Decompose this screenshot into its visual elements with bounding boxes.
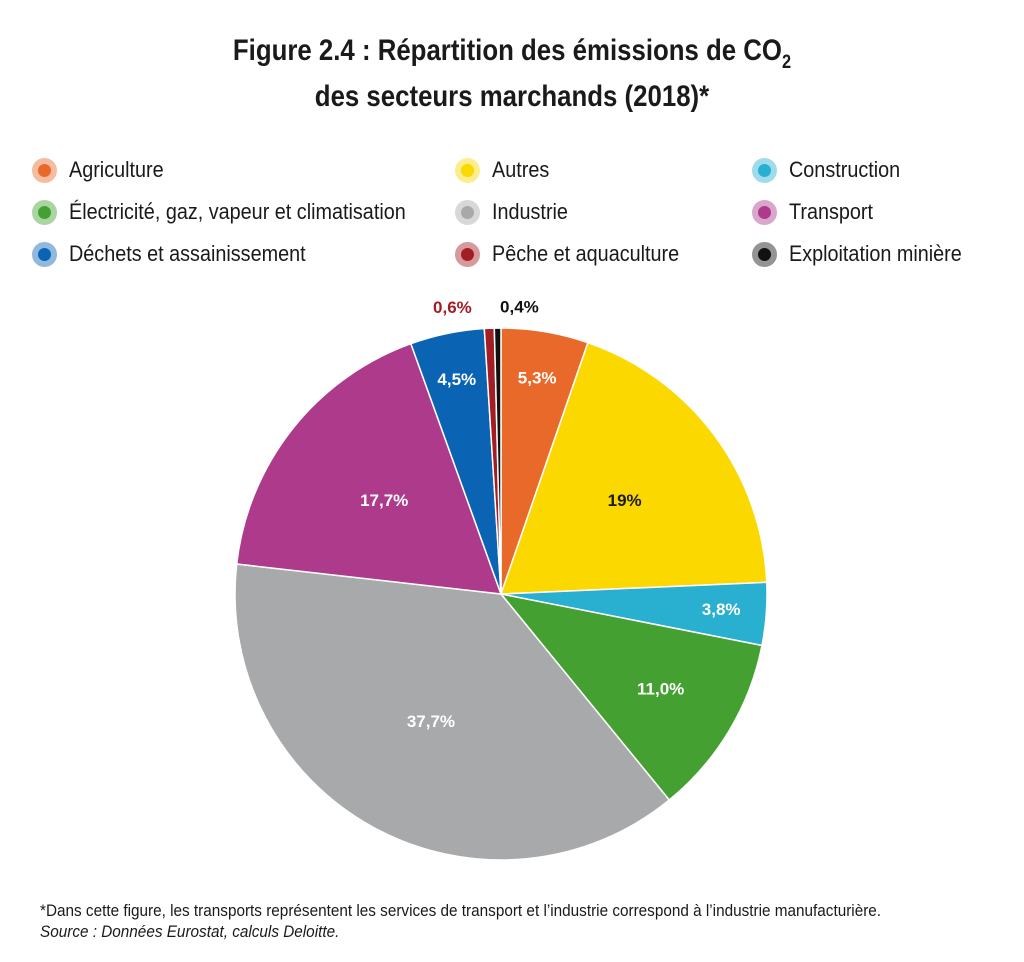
- pie-slice-3: [499, 592, 763, 802]
- pie-slice-4: [234, 563, 671, 861]
- legend-label: Exploitation minière: [789, 241, 962, 266]
- legend-swatch: [752, 199, 777, 225]
- footnote-source: Source : Données Eurostat, calculs Deloi…: [40, 922, 340, 941]
- legend-label: Autres: [492, 157, 550, 182]
- title-line-1-text: Figure 2.4 : Répartition des émissions d…: [232, 34, 782, 67]
- legend-item-transport: Transport: [752, 192, 882, 232]
- legend-item-peche: Pêche et aquaculture: [455, 234, 700, 274]
- slice-label-0: 5,3%: [518, 368, 557, 387]
- legend-label: Transport: [789, 199, 873, 224]
- legend-swatch: [32, 157, 57, 183]
- pie-slice-1: [499, 341, 768, 595]
- title-line-1: Figure 2.4 : Répartition des émissions d…: [72, 30, 953, 76]
- legend-label: Pêche et aquaculture: [492, 241, 680, 266]
- slice-label-1: 19%: [608, 491, 642, 510]
- slice-label-8: 0,4%: [500, 298, 539, 317]
- slice-label-6: 4,5%: [437, 370, 476, 389]
- legend-label: Agriculture: [69, 157, 164, 182]
- legend-swatch: [455, 157, 480, 183]
- legend: Agriculture Autres Construction Électric…: [32, 150, 1012, 280]
- legend-label: Construction: [789, 157, 901, 182]
- title-line-2: des secteurs marchands (2018)*: [314, 80, 710, 113]
- legend-item-exploitation-miniere: Exploitation minière: [752, 234, 981, 274]
- slice-label-5: 17,7%: [360, 491, 408, 510]
- title-subscript: 2: [781, 52, 792, 73]
- footnote-note: *Dans cette figure, les transports repré…: [40, 901, 882, 920]
- pie-slice-5: [235, 342, 503, 595]
- legend-swatch: [32, 241, 57, 267]
- slice-label-4: 37,7%: [407, 712, 455, 731]
- chart-title: Figure 2.4 : Répartition des émissions d…: [72, 30, 953, 118]
- legend-item-dechets: Déchets et assainissement: [32, 234, 332, 274]
- legend-label: Déchets et assainissement: [69, 241, 306, 266]
- footnote: *Dans cette figure, les transports repré…: [40, 900, 881, 942]
- slice-label-2: 3,8%: [702, 600, 741, 619]
- legend-swatch: [32, 199, 57, 225]
- legend-swatch: [752, 241, 777, 267]
- legend-item-autres: Autres: [455, 150, 556, 190]
- legend-label: Électricité, gaz, vapeur et climatisatio…: [69, 199, 406, 224]
- slice-label-7: 0,6%: [433, 298, 472, 317]
- legend-swatch: [455, 241, 480, 267]
- legend-item-electricite: Électricité, gaz, vapeur et climatisatio…: [32, 192, 443, 232]
- legend-swatch: [752, 157, 777, 183]
- legend-item-agriculture: Agriculture: [32, 150, 174, 190]
- slice-label-3: 11,0%: [637, 679, 684, 698]
- legend-item-industrie: Industrie: [455, 192, 576, 232]
- pie-slice-8: [493, 327, 502, 595]
- legend-label: Industrie: [492, 199, 568, 224]
- pie-chart: 5,3% 19% 3,8% 11,0% 37,7% 17,7% 4,5% 0,6% 0,4%: [234, 298, 768, 861]
- legend-item-construction: Construction: [752, 150, 913, 190]
- legend-swatch: [455, 199, 480, 225]
